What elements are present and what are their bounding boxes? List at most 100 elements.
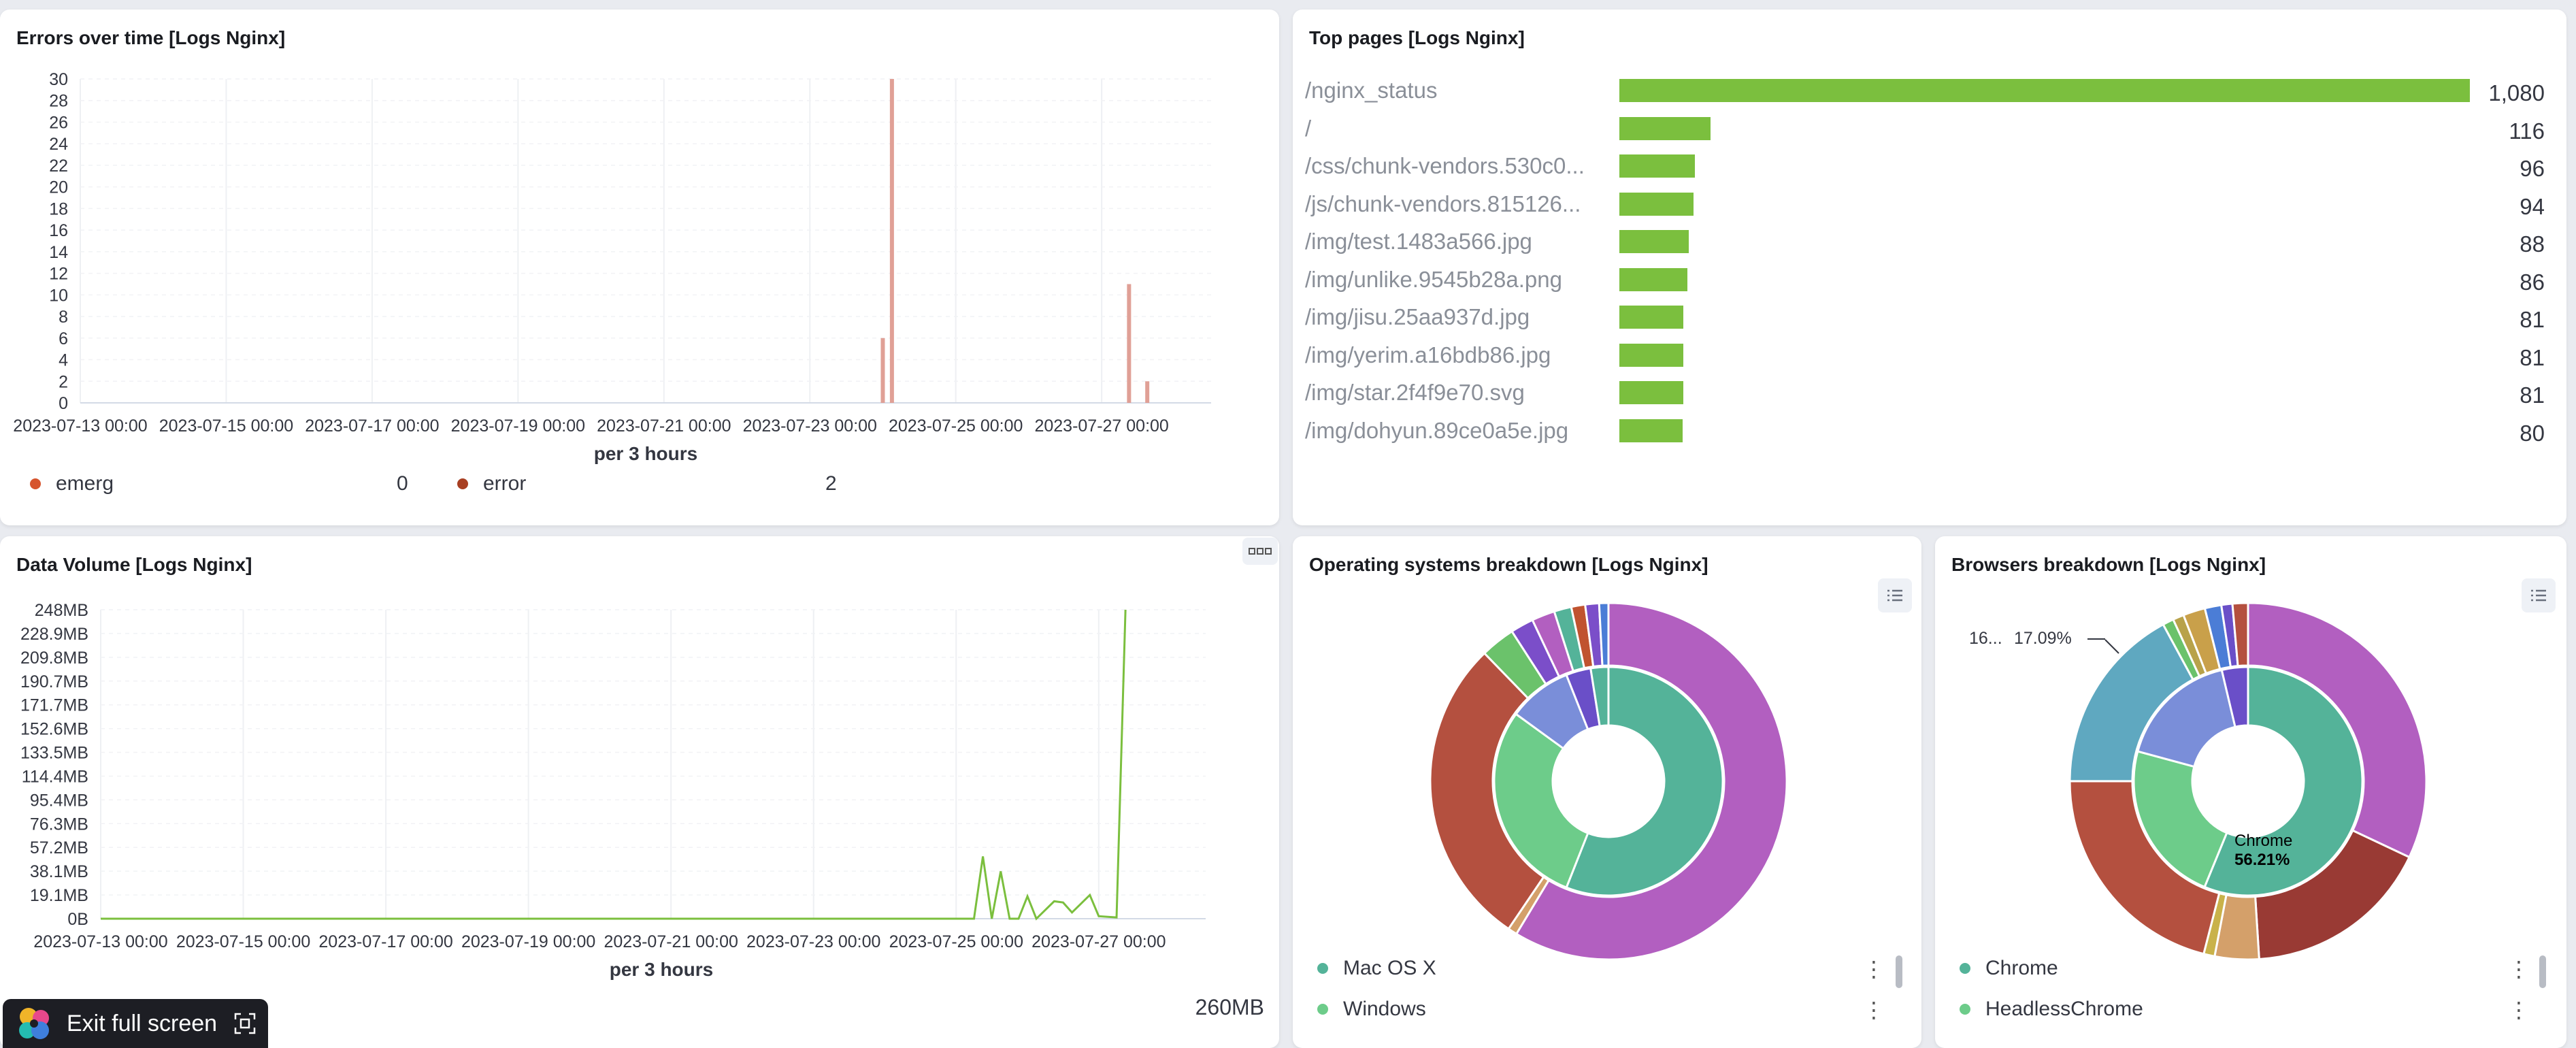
legend-item-actions-button[interactable]: ⋮ [2508, 998, 2530, 1022]
errors-chart: 2023-07-13 00:00 2023-07-15 00:00 2023-07-… [13, 70, 1211, 464]
top-page-bar[interactable] [1619, 381, 1683, 404]
y-tick-label: 16 [49, 221, 68, 240]
top-pages-panel: Top pages [Logs Nginx] /nginx_status 1,08… [1293, 10, 2566, 525]
top-page-label[interactable]: /img/dohyun.89ce0a5e.jpg [1305, 417, 1569, 443]
browser-outer-slice[interactable] [2247, 602, 2428, 859]
x-tick-label: 2023-07-27 00:00 [1031, 932, 1166, 951]
top-page-value: 86 [2520, 269, 2545, 295]
top-page-label[interactable]: /nginx_status [1305, 78, 1438, 103]
y-tick-label: 20 [49, 178, 68, 197]
slice-annotation-percent: 17.09% [2014, 629, 2072, 648]
x-tick-label: 2023-07-13 00:00 [33, 932, 167, 951]
y-tick-label: 57.2MB [30, 838, 88, 857]
legend-dot-emerg [30, 478, 41, 489]
top-page-label[interactable]: /img/star.2f4f9e70.svg [1305, 380, 1525, 405]
top-page-bar[interactable] [1619, 343, 1683, 367]
legend-item-actions-button[interactable]: ⋮ [1863, 957, 1885, 981]
legend-item-actions-button[interactable]: ⋮ [1863, 998, 1885, 1022]
legend-item-error[interactable]: error [457, 472, 526, 495]
y-tick-label: 24 [49, 135, 68, 154]
legend-label: error [483, 472, 527, 495]
top-page-bar[interactable] [1619, 419, 1683, 442]
exit-full-screen-button[interactable]: Exit full screen [3, 999, 268, 1048]
data-volume-total: 260MB [1195, 995, 1264, 1019]
panel-options-button[interactable] [1242, 538, 1278, 565]
legend-item-chrome[interactable]: Chrome [1960, 957, 2058, 980]
legend-scrollbar[interactable] [1896, 955, 1902, 988]
legend-item-emerg[interactable]: emerg [30, 472, 114, 495]
top-page-bar[interactable] [1619, 116, 1711, 140]
x-tick-label: 2023-07-25 00:00 [889, 416, 1023, 436]
donut-center-percent: 56.21% [2234, 851, 2290, 869]
browsers-breakdown-panel: Browsers breakdown [Logs Nginx] 16... 17… [1935, 536, 2566, 1048]
os-donut-chart [1429, 602, 1788, 961]
browser-inner-slice[interactable] [2132, 750, 2228, 889]
x-tick-label: 2023-07-19 00:00 [451, 416, 585, 436]
top-page-label[interactable]: /img/jisu.25aa937d.jpg [1305, 304, 1530, 329]
top-page-bar[interactable] [1619, 306, 1683, 329]
error-bar[interactable] [880, 338, 885, 403]
x-tick-label: 2023-07-15 00:00 [176, 932, 310, 951]
annotation-leader-line [2104, 639, 2119, 654]
top-page-bar[interactable] [1619, 79, 2470, 102]
os-inner-slice[interactable] [1493, 713, 1589, 889]
error-bar[interactable] [889, 79, 894, 403]
os-inner-slice[interactable] [1589, 666, 1610, 727]
legend-label: HeadlessChrome [1985, 998, 2143, 1020]
top-page-bar[interactable] [1619, 267, 1687, 291]
error-bar[interactable] [1127, 284, 1132, 403]
legend-toggle-button[interactable] [2522, 578, 2556, 612]
legend-label: Mac OS X [1343, 957, 1436, 979]
y-tick-label: 114.4MB [22, 767, 88, 786]
top-page-label[interactable]: /css/chunk-vendors.530c0... [1305, 153, 1585, 178]
top-page-bar[interactable] [1619, 192, 1694, 216]
os-outer-slice[interactable] [1515, 602, 1788, 961]
ellipsis-icon [1249, 548, 1272, 555]
top-page-value: 96 [2520, 156, 2545, 181]
y-tick-label: 133.5MB [20, 744, 88, 763]
legend-item-windows[interactable]: Windows [1317, 998, 1426, 1021]
list-icon [2531, 589, 2546, 602]
browser-inner-slice[interactable] [2220, 666, 2249, 729]
data-volume-line[interactable] [101, 609, 1127, 921]
browser-outer-slice[interactable] [2068, 780, 2221, 955]
y-tick-label: 14 [49, 243, 68, 262]
y-tick-label: 0B [67, 910, 88, 929]
top-page-label[interactable]: / [1305, 115, 1312, 141]
x-tick-label: 2023-07-17 00:00 [318, 932, 452, 951]
top-page-label[interactable]: /js/chunk-vendors.815126... [1305, 191, 1581, 216]
top-page-bar[interactable] [1619, 230, 1689, 253]
top-page-bar[interactable] [1619, 154, 1696, 178]
os-outer-slice[interactable] [1598, 602, 1610, 667]
legend-item-mac-os-x[interactable]: Mac OS X [1317, 957, 1436, 980]
top-page-label[interactable]: /img/yerim.a16bdb86.jpg [1305, 342, 1551, 367]
panel-title: Errors over time [Logs Nginx] [16, 27, 286, 48]
os-outer-slice[interactable] [1429, 651, 1545, 930]
top-page-label[interactable]: /img/test.1483a566.jpg [1305, 229, 1532, 254]
top-page-label[interactable]: /img/unlike.9545b28a.png [1305, 266, 1562, 292]
error-bar[interactable] [1145, 381, 1150, 403]
browser-inner-slice[interactable] [2203, 666, 2364, 897]
os-inner-slice[interactable] [1565, 666, 1724, 897]
legend-item-headlesschrome[interactable]: HeadlessChrome [1960, 998, 2143, 1021]
x-tick-label: 2023-07-27 00:00 [1034, 416, 1168, 436]
y-tick-label: 190.7MB [20, 672, 88, 691]
x-tick-label: 2023-07-25 00:00 [889, 932, 1023, 951]
legend-dot [1960, 963, 1970, 974]
legend-value-emerg: 0 [397, 472, 408, 495]
y-tick-label: 18 [49, 199, 68, 218]
legend-scrollbar[interactable] [2539, 955, 2546, 988]
legend-item-actions-button[interactable]: ⋮ [2508, 957, 2530, 981]
x-axis-title: per 3 hours [594, 443, 697, 464]
top-page-value: 1,080 [2488, 80, 2545, 105]
y-tick-label: 171.7MB [20, 696, 88, 715]
x-axis-title: per 3 hours [610, 959, 713, 980]
legend-toggle-button[interactable] [1878, 578, 1912, 612]
y-tick-label: 0 [59, 394, 68, 413]
legend-dot [1960, 1004, 1970, 1015]
y-tick-label: 12 [49, 265, 68, 284]
browser-outer-slice[interactable] [2231, 602, 2249, 668]
top-page-value: 81 [2520, 344, 2545, 370]
browser-inner-slice[interactable] [2136, 668, 2236, 768]
donut-center-label: Chrome [2234, 832, 2293, 850]
